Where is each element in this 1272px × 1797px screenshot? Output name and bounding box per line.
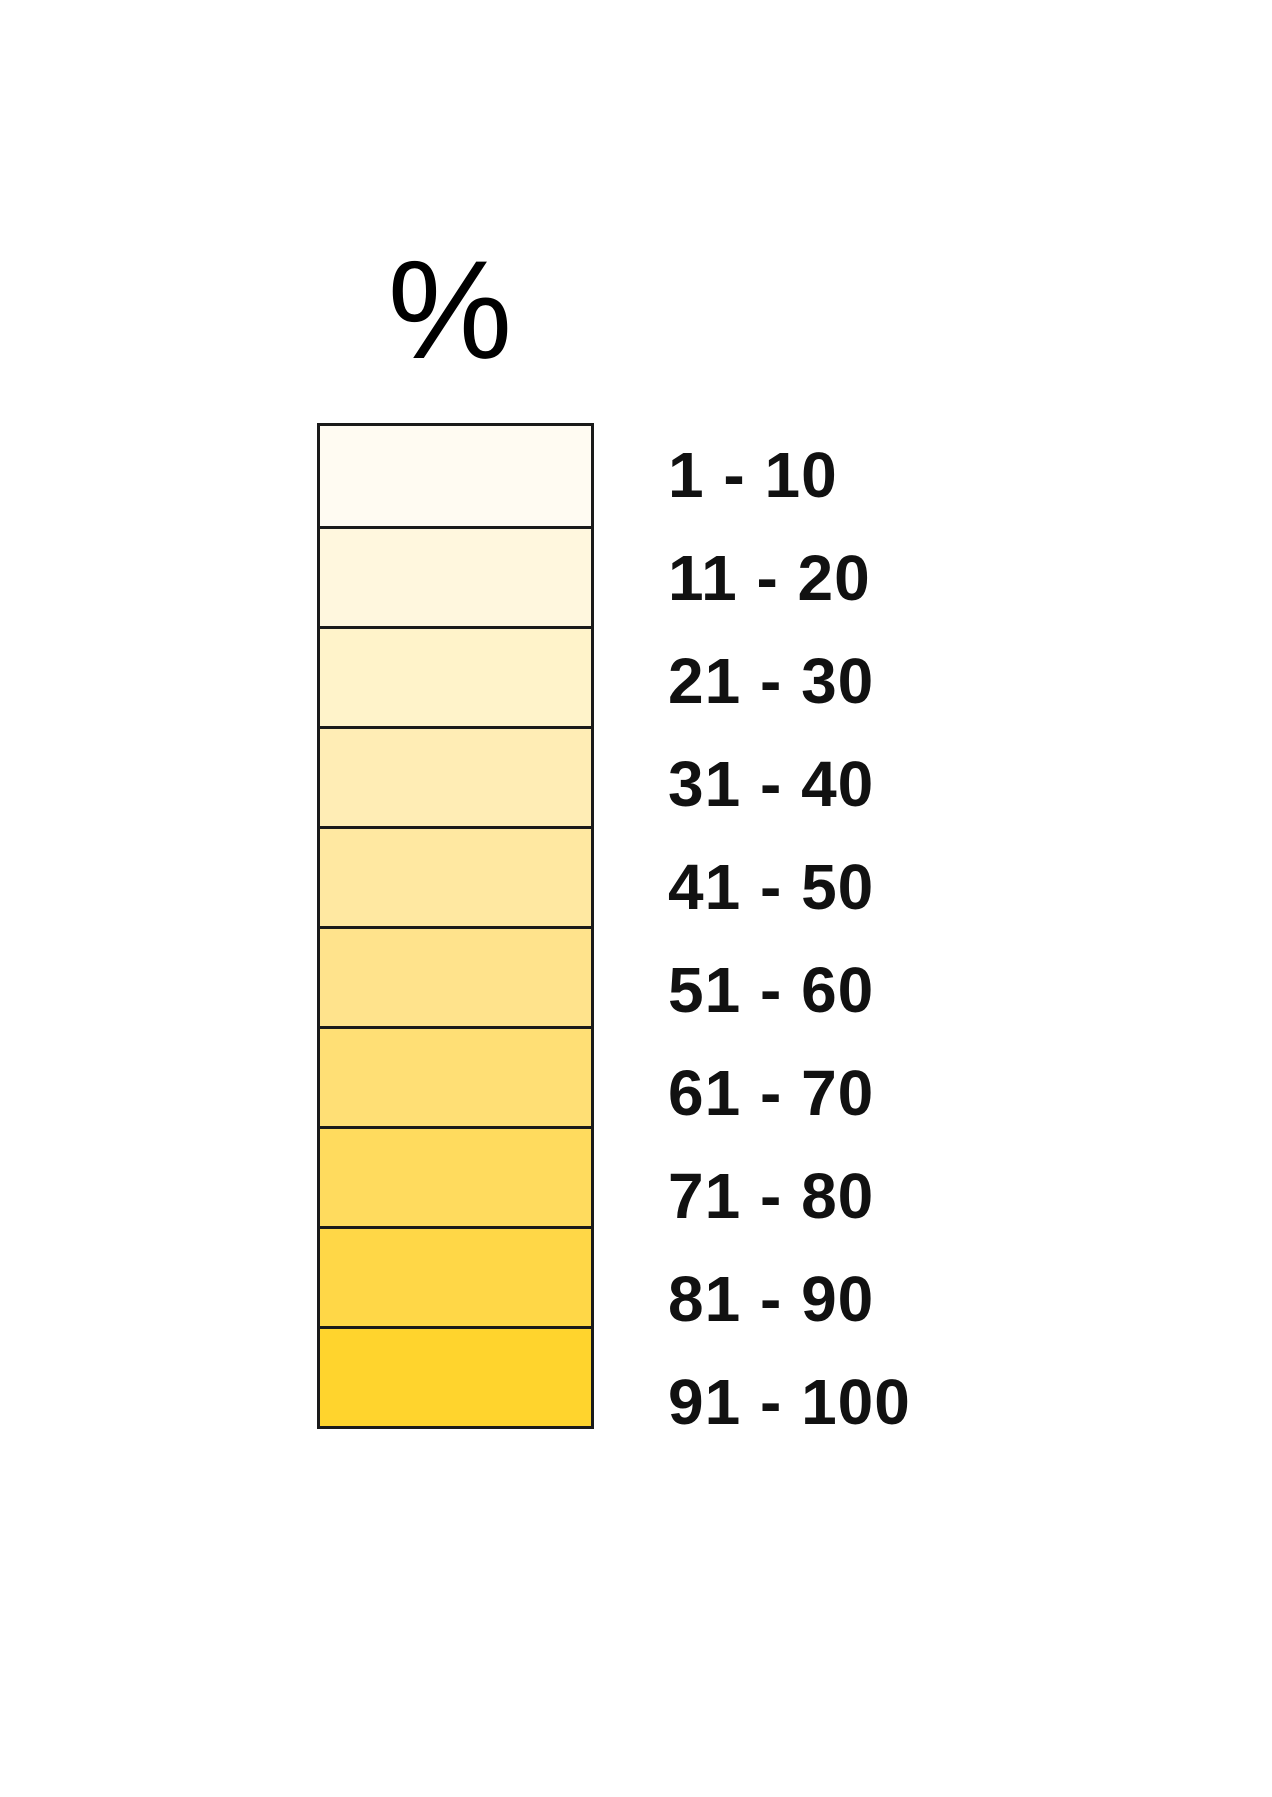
range-label-1: 1 - 10 [668, 438, 838, 511]
color-swatch-2 [320, 526, 591, 626]
color-swatch-3 [320, 626, 591, 726]
color-swatch-7 [320, 1026, 591, 1126]
color-swatch-10 [320, 1326, 591, 1426]
range-label-5: 41 - 50 [668, 850, 875, 923]
color-swatch-4 [320, 726, 591, 826]
range-label-10: 91 - 100 [668, 1365, 911, 1438]
color-swatch-6 [320, 926, 591, 1026]
range-label-8: 71 - 80 [668, 1159, 875, 1232]
color-swatch-9 [320, 1226, 591, 1326]
range-label-2: 11 - 20 [668, 541, 871, 614]
legend-title-percent: % [387, 231, 513, 388]
range-label-9: 81 - 90 [668, 1262, 875, 1335]
range-label-4: 31 - 40 [668, 747, 875, 820]
color-swatch-1 [320, 426, 591, 526]
color-swatch-5 [320, 826, 591, 926]
range-labels: 1 - 10 11 - 20 21 - 30 31 - 40 41 - 50 51 - 6… [668, 423, 1168, 1453]
range-label-3: 21 - 30 [668, 644, 875, 717]
range-label-6: 51 - 60 [668, 953, 875, 1026]
range-label-7: 61 - 70 [668, 1056, 875, 1129]
color-swatch-8 [320, 1126, 591, 1226]
swatch-column [317, 423, 594, 1429]
